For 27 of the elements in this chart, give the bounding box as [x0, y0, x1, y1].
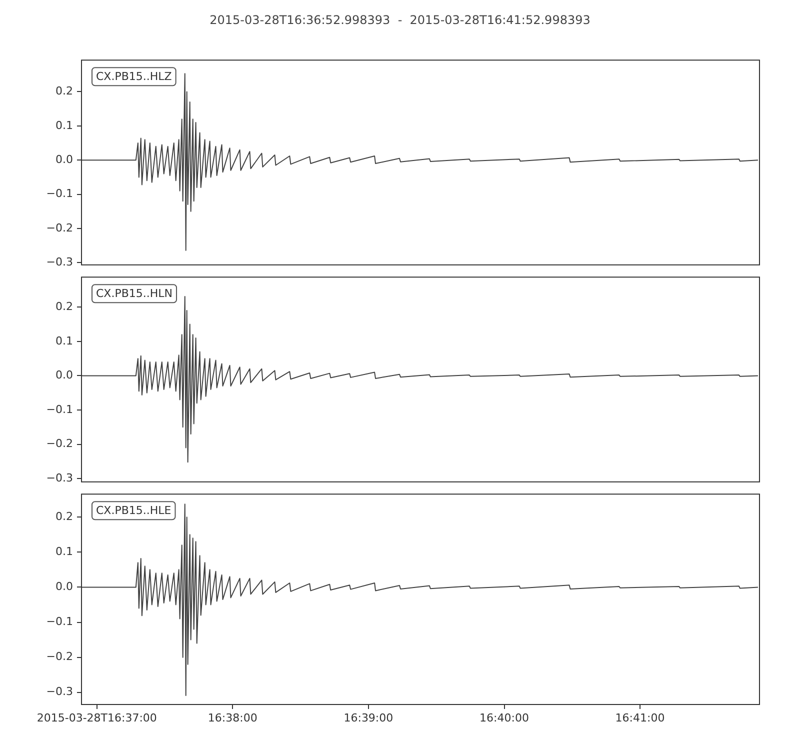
- y-tick-label: 0.2: [56, 84, 73, 98]
- x-tick-label: 16:40:00: [480, 711, 529, 724]
- y-tick-label: 0.2: [56, 510, 73, 523]
- y-tick-label: −0.1: [46, 402, 73, 416]
- y-tick-label: 0.0: [56, 580, 73, 593]
- y-tick-label: −0.2: [46, 650, 73, 663]
- y-tick-label: −0.2: [46, 222, 73, 235]
- x-tick-label: 16:38:00: [208, 711, 258, 724]
- x-tick-label: 16:41:00: [615, 711, 665, 724]
- chart-title: 2015-03-28T16:36:52.998393 - 2015-03-28T16:41:52.998393: [208, 13, 592, 27]
- y-tick-label: −0.3: [46, 685, 73, 698]
- y-tick-label: 0.1: [56, 334, 73, 348]
- y-tick-label: 0.0: [56, 368, 73, 382]
- annotation: CX.PB15..HLE: [96, 504, 172, 517]
- y-tick-label: 0.1: [56, 119, 73, 132]
- y-tick-label: 0.2: [56, 300, 73, 314]
- y-tick-label: 0.1: [56, 544, 73, 558]
- y-tick-label: −0.2: [46, 437, 73, 450]
- y-tick-label: −0.3: [46, 256, 73, 269]
- annotation: CX.PB15..HLN: [96, 287, 173, 300]
- x-tick-label: 2015-03-28T16:37:00: [36, 711, 157, 724]
- y-tick-label: 0.0: [56, 153, 73, 166]
- annotation: CX.PB15..HLZ: [96, 70, 172, 84]
- y-tick-label: −0.3: [46, 472, 73, 485]
- x-tick-label: 16:39:00: [344, 711, 394, 724]
- y-tick-label: −0.1: [46, 188, 73, 201]
- y-tick-label: −0.1: [46, 614, 73, 628]
